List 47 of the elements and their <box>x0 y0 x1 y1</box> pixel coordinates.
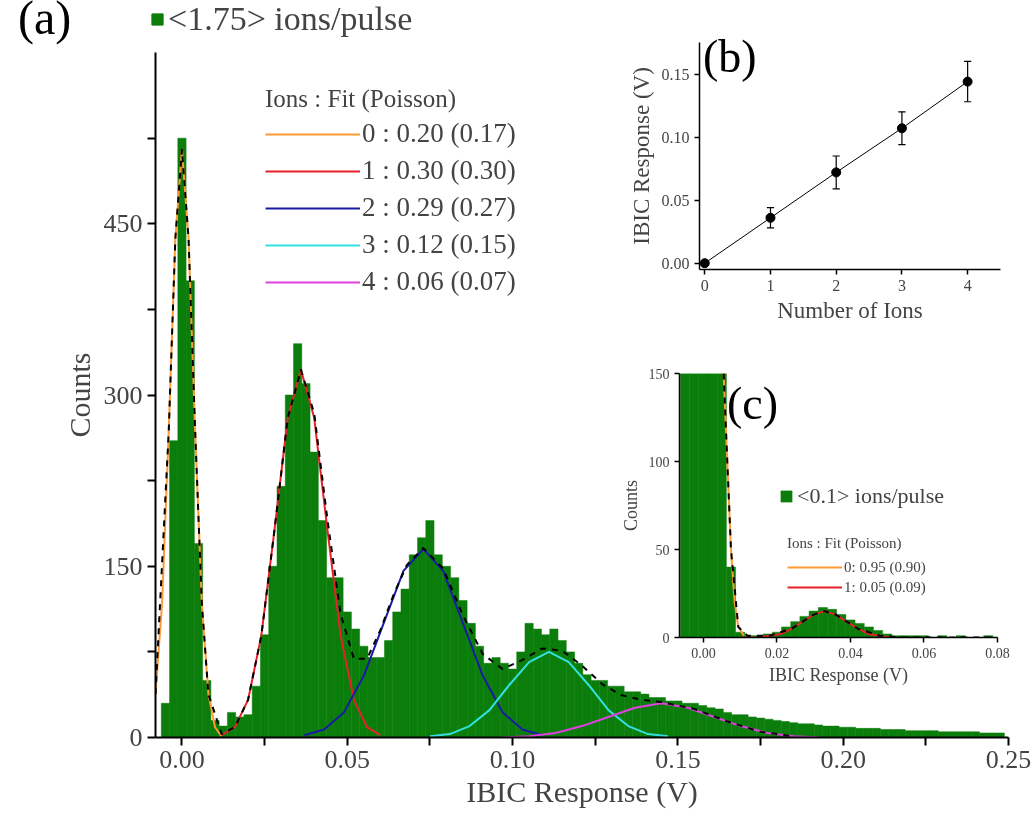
x-axis-title: IBIC Response (V) <box>466 774 698 809</box>
annotation: (c) <box>727 378 779 429</box>
x-tick-label: 2 <box>832 276 841 294</box>
x-tick-label: 0.04 <box>838 645 863 661</box>
legend-label: 3 : 0.12 (0.15) <box>362 229 516 260</box>
y-tick-label: 0.10 <box>661 128 690 146</box>
x-tick-label: 0.25 <box>985 744 1032 774</box>
y-tick-label: 50 <box>655 542 670 558</box>
x-tick-label: 0.00 <box>159 744 205 774</box>
x-tick-label: 0.02 <box>764 645 790 661</box>
x-tick-label: 1 <box>766 276 775 294</box>
y-tick-label: 150 <box>648 366 670 382</box>
legend-label: 0: 0.95 (0.90) <box>844 558 926 576</box>
legend-title: Ions : Fit (Poisson) <box>265 85 457 113</box>
y-axis-title: Counts <box>62 352 96 438</box>
x-tick-label: 0 <box>700 276 709 294</box>
legend-title: Ions : Fit (Poisson) <box>787 535 903 552</box>
x-axis-title: IBIC Response (V) <box>769 664 908 686</box>
y-tick-label: 100 <box>648 454 670 470</box>
legend-label: 1: 0.05 (0.09) <box>844 578 926 596</box>
y-axis-title: Counts <box>620 479 641 532</box>
annotation: (b) <box>703 31 757 82</box>
legend-label: 2 : 0.29 (0.27) <box>362 192 516 223</box>
y-axis-title: IBIC Response (V) <box>628 67 654 245</box>
x-axis-title: Number of Ions <box>777 297 923 323</box>
y-tick-label: 300 <box>103 380 143 410</box>
legend-label: 0 : 0.20 (0.17) <box>362 118 516 149</box>
y-tick-label: 0 <box>662 630 670 646</box>
legend-label: <1.75> ions/pulse <box>168 0 413 38</box>
y-tick-label: 0.05 <box>661 191 690 209</box>
x-tick-label: 0.10 <box>489 744 536 774</box>
y-tick-label: 0.15 <box>661 65 690 83</box>
x-tick-label: 0.20 <box>820 744 866 774</box>
x-tick-label: 0.05 <box>324 744 371 774</box>
x-tick-label: 0.08 <box>985 645 1010 661</box>
y-tick-label: 450 <box>103 209 143 239</box>
x-tick-label: 0.06 <box>911 645 937 661</box>
legend-label: 4 : 0.06 (0.07) <box>362 266 516 297</box>
x-tick-label: 4 <box>963 276 972 294</box>
x-tick-label: 3 <box>897 276 906 294</box>
y-tick-label: 0 <box>129 723 143 752</box>
x-tick-label: 0.00 <box>691 645 716 661</box>
legend-label: 1 : 0.30 (0.30) <box>362 155 516 186</box>
legend-label: <0.1> ions/pulse <box>797 483 945 509</box>
text: (a) <box>18 0 72 44</box>
y-tick-label: 150 <box>103 551 143 581</box>
y-tick-label: 0.00 <box>661 254 690 272</box>
